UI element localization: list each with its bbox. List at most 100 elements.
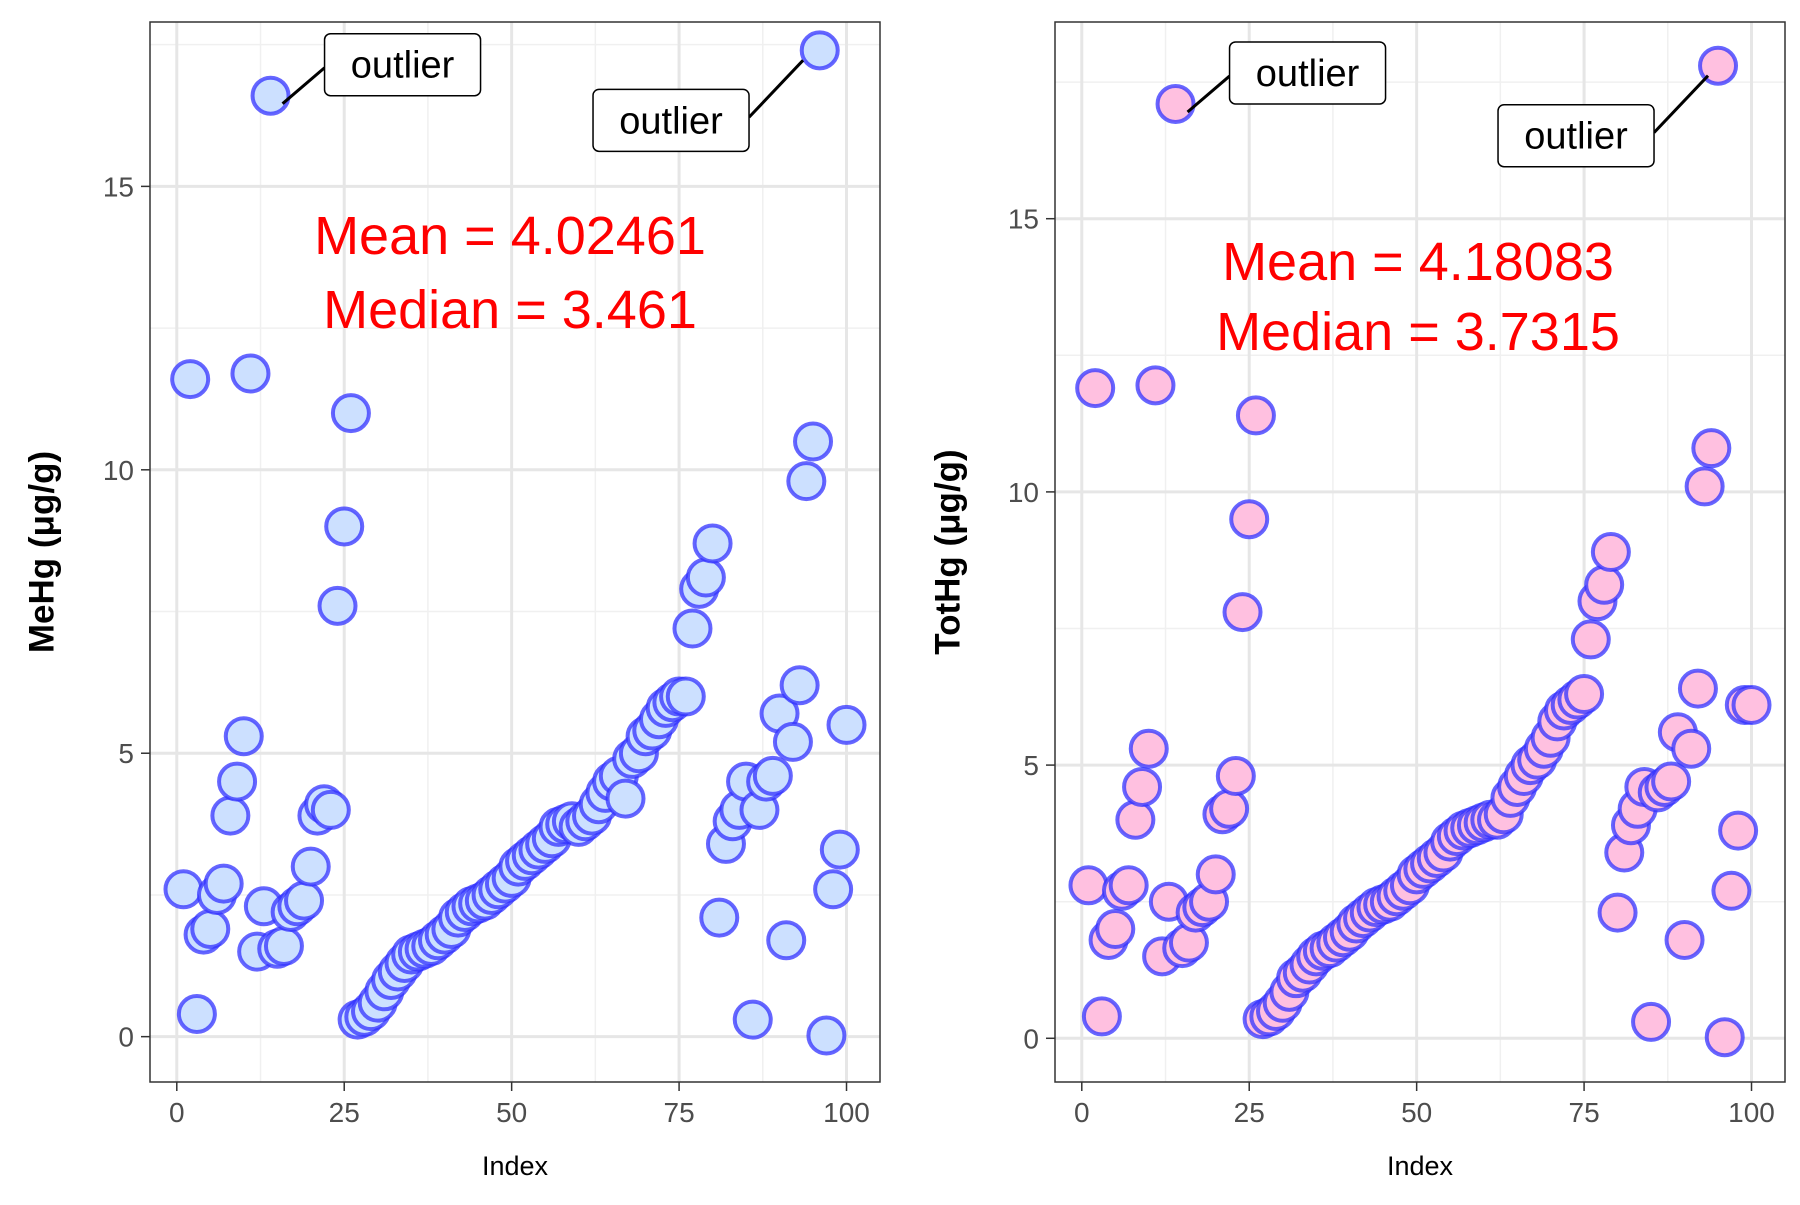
panel-2-median-annotation: Median = 3.7315	[1216, 302, 1620, 362]
panel-1-y-axis-title: MeHg (μg/g)	[23, 451, 62, 653]
panel-1-x-tick-label: 50	[496, 1097, 527, 1128]
panel-1-data-point	[819, 829, 860, 870]
panel-2-data-point	[1122, 766, 1163, 807]
panel-2-data-point	[1651, 761, 1692, 802]
panel-2-data-point	[1068, 865, 1109, 906]
panel-2-data-point	[1704, 1017, 1745, 1058]
panel-1-x-tick-label: 25	[329, 1097, 360, 1128]
panel-2-data-point	[1671, 728, 1712, 769]
panel-1-outlier-label: outlier	[619, 100, 723, 142]
panel-2-x-tick-label: 0	[1074, 1097, 1090, 1128]
panel-1-data-point	[284, 880, 325, 921]
panel-1-mean-annotation: Mean = 4.02461	[314, 206, 706, 266]
panel-2-data-point	[1698, 45, 1739, 86]
panel-2-data-point	[1081, 996, 1122, 1037]
panel-1-data-point	[826, 704, 867, 745]
panel-1-data-point	[779, 665, 820, 706]
panel-2-data-point	[1135, 365, 1176, 406]
panel-1-data-point	[799, 30, 840, 71]
panel-1-data-point	[665, 676, 706, 717]
panel-1-data-point	[210, 795, 251, 836]
panel-2-outlier-label-box	[1497, 103, 1655, 168]
panel-2-data-point	[1155, 83, 1196, 124]
panel-2-data-point	[1215, 756, 1256, 797]
panel-2-x-tick-label: 100	[1728, 1097, 1775, 1128]
panel-1-data-point	[263, 925, 304, 966]
panel-2-mean-annotation: Mean = 4.18083	[1222, 232, 1614, 292]
panel-1-y-tick-label: 5	[118, 738, 134, 769]
panel-2-data-point	[1235, 395, 1276, 436]
panel-2-y-tick-label: 10	[1008, 477, 1039, 508]
panel-1-data-point	[732, 999, 773, 1040]
panel-1-data-point	[752, 755, 793, 796]
panel-1-data-point	[813, 869, 854, 910]
panel-2-data-point	[1115, 799, 1156, 840]
panel-1-data-point	[672, 608, 713, 649]
panel-1-data-point	[766, 920, 807, 961]
panel-1-data-point	[685, 557, 726, 598]
panel-1-data-point	[230, 353, 271, 394]
panel-1-panel-border	[149, 21, 881, 1083]
panel-1-x-tick-label: 100	[823, 1097, 870, 1128]
panel-2-outlier-label-box	[1228, 41, 1387, 105]
panel-2-scatter-plot: 0 25 50 75 100 0 5 10 15 Index TotHg (μg/g) Mean = …	[929, 21, 1786, 1181]
panel-1-data-point	[250, 75, 291, 116]
panel-2-data-point	[1664, 919, 1705, 960]
panel-1-data-point	[772, 721, 813, 762]
panel-2-outlier-label: outlier	[1256, 53, 1360, 95]
panel-1-outlier-label: outlier	[351, 45, 455, 87]
panel-1-y-tick-label: 0	[118, 1022, 134, 1053]
panel-1-data-point	[605, 778, 646, 819]
panel-2-data-point	[1684, 466, 1725, 507]
panel-1-data-point	[310, 789, 351, 830]
panel-2-data-point	[1677, 668, 1718, 709]
panel-2-data-point	[1128, 728, 1169, 769]
panel-2-y-tick-label: 5	[1023, 750, 1039, 781]
panel-1-y-tick-label: 10	[103, 455, 134, 486]
panel-2-outlier-callout-line	[1186, 74, 1231, 114]
panel-2-data-point	[1195, 854, 1236, 895]
panel-1-data-point	[806, 1015, 847, 1056]
panel-2-data-point	[1718, 810, 1759, 851]
panel-1-outlier-label-box	[592, 88, 750, 153]
panel-1-data-point	[793, 421, 834, 462]
panel-2-data-point	[1570, 619, 1611, 660]
panel-1-outlier-callout-line	[281, 66, 326, 105]
panel-1-data-point	[176, 993, 217, 1034]
panel-2-outlier-label: outlier	[1524, 116, 1628, 158]
panel-1-data-point	[324, 506, 365, 547]
panel-2-x-tick-label: 25	[1234, 1097, 1265, 1128]
panel-1-data-point	[223, 716, 264, 757]
panel-1-outlier-callout-line	[747, 59, 805, 119]
panel-1-x-tick-label: 75	[664, 1097, 695, 1128]
panel-1-y-tick-label: 15	[103, 171, 134, 202]
panel-1-data-point	[190, 908, 231, 949]
panel-1-data-point	[217, 761, 258, 802]
panel-2-panel-border	[1054, 21, 1786, 1083]
panel-2-data-point	[1108, 865, 1149, 906]
panel-2-data-point	[1731, 684, 1772, 725]
panel-1-median-annotation: Median = 3.461	[323, 280, 697, 340]
panel-1-data-point	[317, 585, 358, 626]
panel-2-x-tick-label: 50	[1401, 1097, 1432, 1128]
panel-2-data-point	[1584, 564, 1625, 605]
panel-2-data-point	[1711, 870, 1752, 911]
panel-1-data-point	[203, 863, 244, 904]
panel-2-y-tick-label: 15	[1008, 204, 1039, 235]
panel-2-y-tick-label: 0	[1023, 1023, 1039, 1054]
panel-2-x-tick-label: 75	[1569, 1097, 1600, 1128]
panel-1-data-point	[170, 359, 211, 400]
panel-2-data-point	[1209, 788, 1250, 829]
panel-1-data-point	[692, 523, 733, 564]
panel-2-data-point	[1590, 532, 1631, 572]
panel-2-y-axis-title: TotHg (μg/g)	[929, 449, 968, 654]
panel-1-data-point	[786, 461, 827, 502]
panel-2-x-axis-title: Index	[1387, 1151, 1454, 1181]
panel-2-data-point	[1631, 1001, 1672, 1042]
panel-1-x-tick-label: 0	[169, 1097, 185, 1128]
panel-2-data-point	[1095, 909, 1136, 950]
panel-2-outlier-callout-line	[1652, 74, 1710, 134]
panel-1-data-point	[699, 897, 740, 938]
panel-2-data-point	[1597, 892, 1638, 933]
